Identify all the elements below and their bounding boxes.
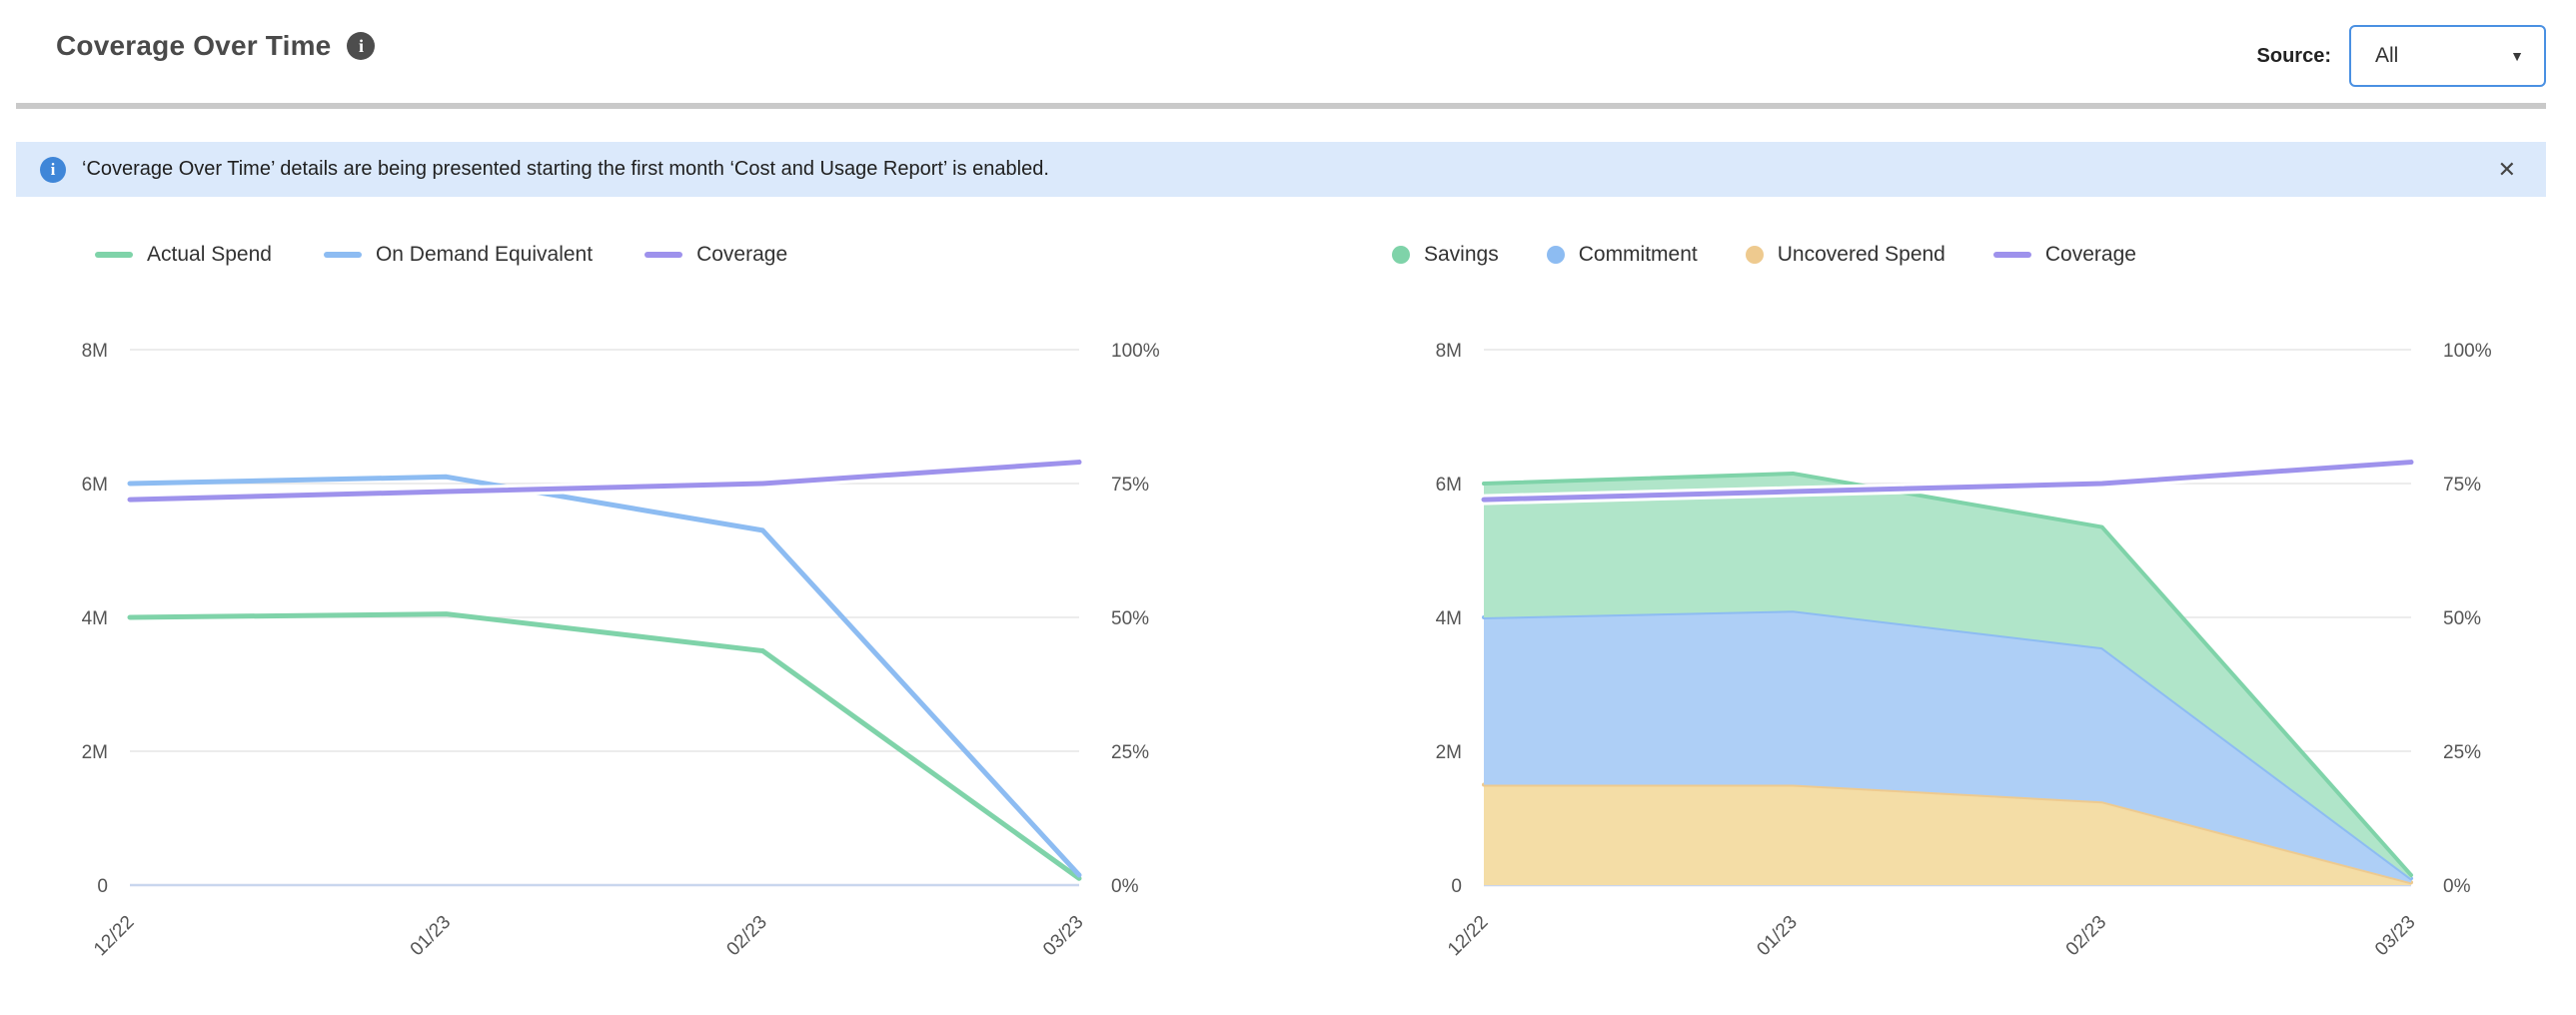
area-chart-legend: Savings Commitment Uncovered Spend Cover…: [1392, 238, 2136, 272]
svg-text:0: 0: [97, 876, 108, 897]
svg-text:0: 0: [1451, 876, 1462, 897]
svg-text:75%: 75%: [2443, 475, 2481, 496]
svg-text:03/23: 03/23: [1039, 912, 1087, 960]
coverage-stacked-area-chart-svg: 0 0% 2M 25% 4M 50% 6M 75% 8M 100% 12/22 01/23 02/23 0…: [1436, 341, 2492, 960]
series-swatch: [644, 252, 683, 258]
svg-text:75%: 75%: [1111, 475, 1149, 496]
svg-text:8M: 8M: [82, 341, 108, 362]
svg-text:02/23: 02/23: [722, 912, 770, 960]
source-label: Source:: [2256, 44, 2331, 67]
svg-text:100%: 100%: [1111, 341, 1160, 362]
legend-item-actual-spend[interactable]: Actual Spend: [95, 243, 272, 267]
legend-label: Savings: [1424, 243, 1499, 266]
svg-text:25%: 25%: [1111, 742, 1149, 763]
legend-item-savings[interactable]: Savings: [1392, 243, 1499, 267]
svg-text:12/22: 12/22: [1444, 912, 1492, 960]
legend-label: Uncovered Spend: [1777, 243, 1945, 266]
title-info-icon[interactable]: i: [347, 32, 376, 60]
chevron-down-icon: ▼: [2510, 48, 2524, 64]
legend-label: Coverage: [2044, 243, 2136, 266]
svg-text:01/23: 01/23: [1753, 912, 1801, 960]
source-dropdown-value: All: [2375, 44, 2399, 67]
line-chart-legend: Actual Spend On Demand Equivalent Covera…: [95, 238, 787, 272]
series-swatch: [323, 252, 362, 258]
page-title: Coverage Over Time: [56, 30, 332, 61]
svg-text:12/22: 12/22: [90, 912, 138, 960]
series-swatch: [1546, 246, 1565, 264]
legend-label: Coverage: [696, 243, 788, 266]
svg-text:6M: 6M: [82, 475, 108, 496]
close-icon[interactable]: ✕: [2497, 156, 2516, 182]
header: Coverage Over Time i Source: All ▼: [0, 0, 2576, 103]
svg-text:2M: 2M: [1436, 742, 1462, 763]
svg-text:25%: 25%: [2443, 742, 2481, 763]
svg-text:0%: 0%: [2443, 876, 2471, 897]
coverage-line-chart-svg: 0 0% 2M 25% 4M 50% 6M 75% 8M 100% 12/22 01/23 02/23 0…: [82, 341, 1160, 960]
legend-label: Commitment: [1578, 243, 1698, 266]
legend-label: On Demand Equivalent: [375, 243, 594, 266]
banner-text: ‘Coverage Over Time’ details are being p…: [82, 158, 1049, 180]
svg-text:4M: 4M: [82, 608, 108, 629]
svg-text:6M: 6M: [1436, 475, 1462, 496]
svg-text:02/23: 02/23: [2062, 912, 2110, 960]
source-dropdown[interactable]: All ▼: [2349, 25, 2546, 87]
svg-text:01/23: 01/23: [407, 912, 455, 960]
header-divider: [16, 103, 2546, 109]
series-swatch: [1392, 246, 1410, 264]
banner-info-icon: i: [40, 156, 66, 183]
svg-text:03/23: 03/23: [2371, 912, 2419, 960]
legend-item-coverage[interactable]: Coverage: [1992, 243, 2136, 267]
svg-text:0%: 0%: [1111, 876, 1139, 897]
svg-text:50%: 50%: [1111, 608, 1149, 629]
series-swatch: [1992, 252, 2031, 258]
info-banner: i ‘Coverage Over Time’ details are being…: [16, 142, 2546, 197]
legend-item-on-demand-equivalent[interactable]: On Demand Equivalent: [323, 243, 594, 267]
legend-item-coverage[interactable]: Coverage: [644, 243, 787, 267]
svg-text:4M: 4M: [1436, 608, 1462, 629]
svg-text:100%: 100%: [2443, 341, 2492, 362]
series-swatch: [1745, 246, 1764, 264]
svg-text:2M: 2M: [82, 742, 108, 763]
legend-item-uncovered-spend[interactable]: Uncovered Spend: [1745, 243, 1945, 267]
svg-text:50%: 50%: [2443, 608, 2481, 629]
series-swatch: [95, 252, 133, 258]
svg-text:8M: 8M: [1436, 341, 1462, 362]
legend-label: Actual Spend: [147, 243, 272, 266]
legend-item-commitment[interactable]: Commitment: [1546, 243, 1698, 267]
